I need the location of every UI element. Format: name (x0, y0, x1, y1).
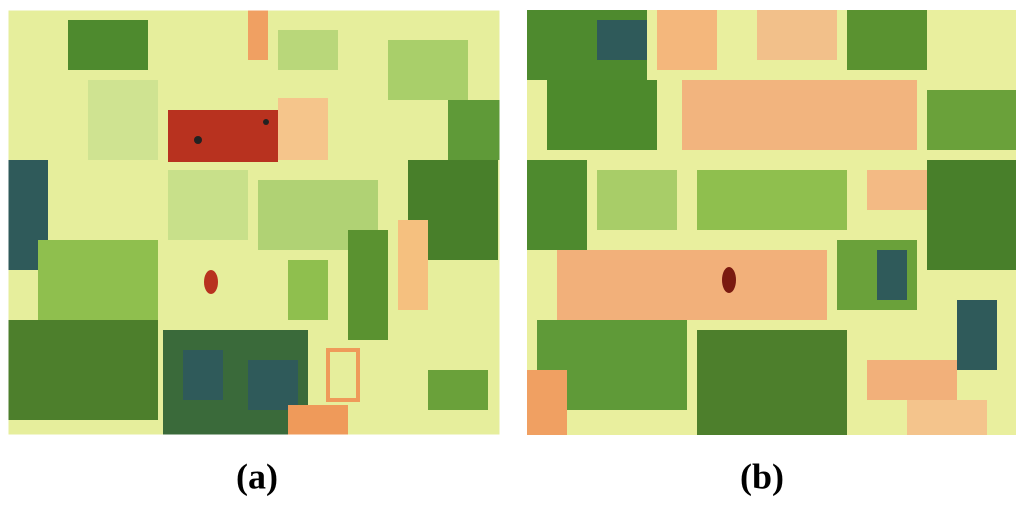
map-a (7, 9, 501, 436)
panel-label: (b) (740, 456, 784, 496)
panel-label: (a) (236, 456, 278, 496)
map-b (527, 10, 1016, 435)
